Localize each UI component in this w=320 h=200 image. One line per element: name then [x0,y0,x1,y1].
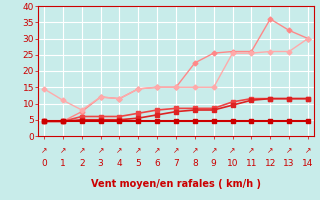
Text: ↗: ↗ [41,146,47,155]
Text: ↗: ↗ [154,146,160,155]
Text: 3: 3 [98,159,103,168]
Text: 0: 0 [41,159,47,168]
Text: 8: 8 [192,159,198,168]
Text: ↗: ↗ [267,146,273,155]
Text: ↗: ↗ [97,146,104,155]
Text: ↗: ↗ [248,146,255,155]
Text: 4: 4 [116,159,122,168]
Text: ↗: ↗ [79,146,85,155]
Text: ↗: ↗ [305,146,311,155]
Text: Vent moyen/en rafales ( km/h ): Vent moyen/en rafales ( km/h ) [91,179,261,189]
Text: 14: 14 [302,159,314,168]
Text: 2: 2 [79,159,84,168]
Text: ↗: ↗ [173,146,179,155]
Text: ↗: ↗ [135,146,141,155]
Text: ↗: ↗ [286,146,292,155]
Text: 5: 5 [135,159,141,168]
Text: 9: 9 [211,159,217,168]
Text: ↗: ↗ [229,146,236,155]
Text: 13: 13 [283,159,295,168]
Text: 7: 7 [173,159,179,168]
Text: 11: 11 [246,159,257,168]
Text: ↗: ↗ [211,146,217,155]
Text: 10: 10 [227,159,238,168]
Text: ↗: ↗ [60,146,66,155]
Text: 6: 6 [154,159,160,168]
Text: 1: 1 [60,159,66,168]
Text: ↗: ↗ [192,146,198,155]
Text: ↗: ↗ [116,146,123,155]
Text: 12: 12 [265,159,276,168]
